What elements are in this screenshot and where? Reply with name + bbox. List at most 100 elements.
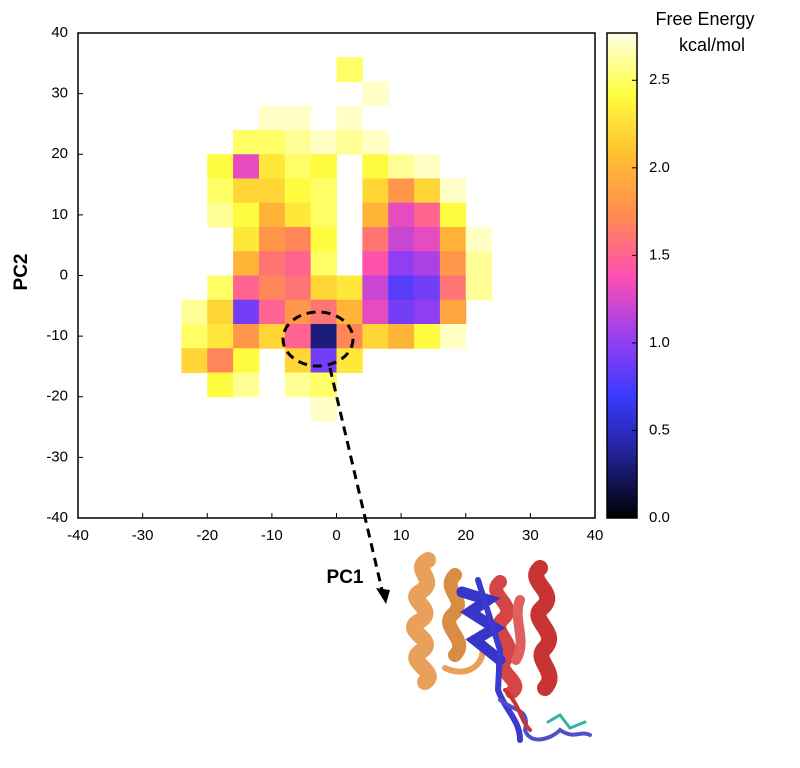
heatmap-cell (284, 130, 312, 155)
heatmap-cell (465, 227, 493, 252)
heatmap-cell (310, 130, 337, 155)
heatmap-cell (414, 202, 441, 228)
x-tick-label: 20 (457, 527, 474, 544)
x-tick-label: -20 (196, 527, 218, 544)
heatmap-cell (233, 324, 260, 349)
heatmap-cell (414, 227, 441, 252)
colorbar-tick-label: 2.0 (649, 159, 670, 176)
heatmap-cell (258, 324, 286, 349)
heatmap-cell (362, 299, 389, 325)
heatmap-cell (362, 275, 389, 301)
x-tick-label: -40 (67, 527, 89, 544)
heatmap-cell (207, 348, 234, 373)
arrow-line (328, 367, 384, 591)
colorbar-tick-label: 1.0 (649, 334, 670, 351)
x-tick-label: 0 (332, 527, 340, 544)
x-tick-label: 40 (587, 527, 604, 544)
heatmap-cell (439, 202, 467, 228)
heatmap-cell (233, 372, 260, 398)
heatmap-cell (362, 178, 389, 204)
heatmap-cell (336, 105, 363, 131)
heatmap-cell (414, 299, 441, 325)
heatmap-cell (310, 348, 337, 373)
colorbar-tick-label: 0.5 (649, 421, 670, 438)
heatmap-cell (388, 154, 415, 179)
heatmap-cell (207, 202, 234, 228)
heatmap-cell (414, 324, 441, 349)
x-tick-label: 10 (393, 527, 410, 544)
colorbar-tick-label: 2.5 (649, 71, 670, 88)
heatmap-cell (310, 178, 337, 204)
heatmap-cell (388, 299, 415, 325)
heatmap-cell (439, 178, 467, 204)
arrow-head (376, 588, 390, 604)
heatmap-cell (465, 275, 493, 301)
basin-highlight (281, 310, 355, 368)
heatmap-cell (233, 275, 260, 301)
y-tick-label: -20 (46, 388, 68, 405)
heatmap-cell (233, 130, 260, 155)
heatmap-cell (362, 251, 389, 276)
protein-structure (406, 552, 592, 743)
colorbar-tick-label: 1.5 (649, 246, 670, 263)
x-tick-label: -30 (132, 527, 154, 544)
heatmap-cell (414, 154, 441, 179)
heatmap-cell (362, 154, 389, 179)
heatmap-cell (310, 154, 337, 179)
heatmap-cell (284, 105, 312, 131)
heatmap-cell (310, 227, 337, 252)
heatmap-cell (233, 202, 260, 228)
heatmap-cell (207, 324, 234, 349)
heatmap-cell (388, 275, 415, 301)
heatmap-cell (465, 251, 493, 276)
heatmap-cell (336, 275, 363, 301)
heatmap-cell (258, 227, 286, 252)
heatmap-cell (439, 251, 467, 276)
y-tick-label: -10 (46, 327, 68, 344)
heatmap-cell (284, 251, 312, 276)
heatmap-cell (310, 275, 337, 301)
heatmap-cell (258, 178, 286, 204)
heatmap-cell (233, 178, 260, 204)
heatmap-cell (284, 227, 312, 252)
heatmap-cell (388, 202, 415, 228)
heatmap-cell (284, 324, 312, 349)
heatmap-cell (388, 251, 415, 276)
heatmap-cell (207, 154, 234, 179)
heatmap-cell (284, 372, 312, 398)
heatmap-cell (233, 299, 260, 325)
heatmap-cell (336, 130, 363, 155)
heatmap-cell (181, 299, 208, 325)
y-axis-label: PC2 (11, 254, 32, 291)
heatmap-cell (233, 348, 260, 373)
colorbar (606, 32, 638, 519)
heatmap-cell (414, 251, 441, 276)
heatmap-cell (362, 324, 389, 349)
x-axis-label: PC1 (327, 567, 364, 588)
x-tick-label: -10 (261, 527, 283, 544)
heatmap-cell (233, 154, 260, 179)
heatmap-cell (310, 251, 337, 276)
heatmap-cell (258, 154, 286, 179)
heatmap-cell (207, 178, 234, 204)
heatmap-cell (258, 130, 286, 155)
heatmap-cell (181, 324, 208, 349)
heatmap-cell (388, 178, 415, 204)
colorbar-unit: kcal/mol (679, 35, 745, 55)
heatmap-cell (181, 348, 208, 373)
y-tick-label: 10 (51, 206, 68, 223)
heatmap-cell (284, 202, 312, 228)
colorbar-title: Free Energy (655, 9, 754, 29)
heatmap-cell (362, 130, 389, 155)
heatmap-cell (362, 227, 389, 252)
x-tick-label: 30 (522, 527, 539, 544)
heatmap-cell (388, 324, 415, 349)
heatmap (181, 57, 493, 422)
heatmap-cell (362, 81, 389, 107)
heatmap-cell (439, 324, 467, 349)
heatmap-cell (258, 105, 286, 131)
y-tick-label: 40 (51, 24, 68, 41)
y-tick-label: 20 (51, 145, 68, 162)
heatmap-cell (388, 227, 415, 252)
